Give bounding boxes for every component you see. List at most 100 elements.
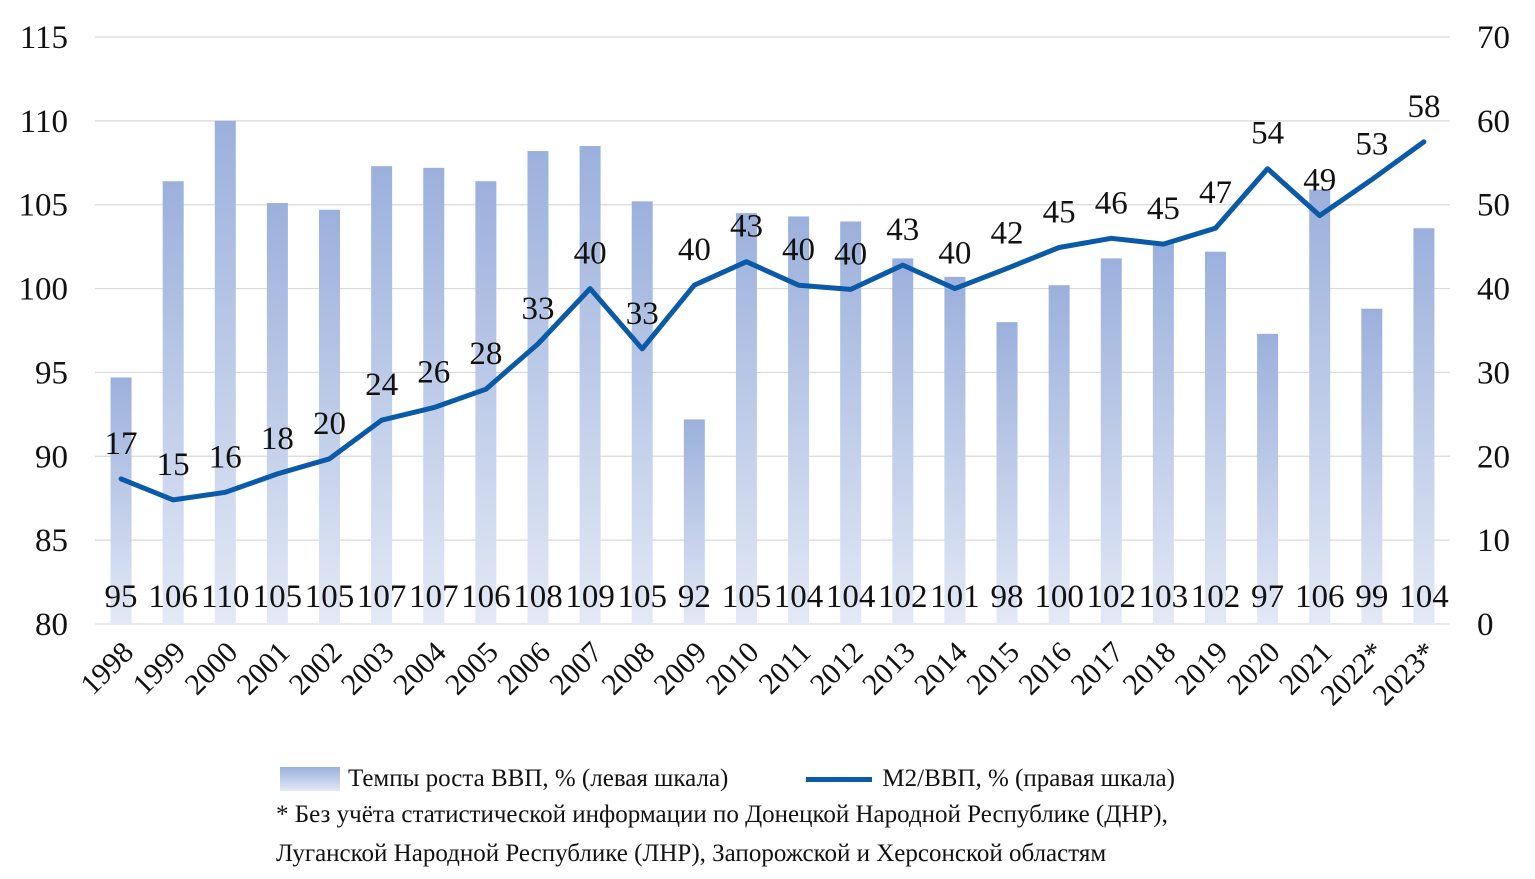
bar [579,146,601,624]
bar [788,216,810,624]
line-data-label: 43 [730,209,763,245]
y-axis-right: 0 10 20 30 40 50 60 70 [1477,20,1510,643]
bar [423,167,445,624]
line-data-label: 26 [417,355,450,391]
bar [475,181,497,624]
y-left-tick-label: 115 [20,20,68,56]
x-tick-label: 2016 [1012,636,1078,702]
bar [266,203,288,624]
y-left-tick-label: 100 [19,272,69,308]
footnote-line-1: * Без учёта статистической информации по… [276,801,1168,828]
bar [1361,308,1383,624]
bar [944,276,966,624]
bar-data-label: 102 [878,579,928,615]
bar-data-label: 99 [1355,579,1388,615]
y-left-tick-label: 90 [35,439,68,475]
bar-data-label: 92 [678,579,711,615]
line-data-label: 45 [1043,194,1076,230]
y-right-tick-label: 30 [1477,355,1510,391]
line-data-label: 40 [678,232,711,268]
bar-data-label: 105 [722,579,772,615]
x-tick-label: 2015 [960,636,1026,702]
x-tick-label: 2017 [1064,636,1130,702]
line-data-label: 24 [365,367,398,403]
x-tick-label: 2003 [335,636,401,702]
bar-data-label: 110 [201,579,249,615]
line-data-label: 58 [1407,89,1440,125]
line-data-label: 20 [313,406,346,442]
line-data-label: 28 [469,336,502,372]
bar-data-label: 105 [253,579,303,615]
y-left-tick-label: 80 [35,607,68,643]
x-tick-label: 2019 [1169,636,1235,702]
y-right-tick-label: 40 [1477,272,1510,308]
line-data-label: 15 [157,447,190,483]
bar-data-label: 107 [357,579,407,615]
y-left-tick-label: 85 [35,523,68,559]
bar [1257,333,1279,624]
x-tick-label: 2005 [439,636,505,702]
x-tick-label: 2006 [491,636,557,702]
line-data-label: 54 [1251,116,1284,152]
bar [1152,241,1174,624]
y-right-tick-label: 70 [1477,20,1510,56]
line-data-label: 46 [1095,185,1128,221]
line-data-label: 40 [834,236,867,272]
chart: 95 106 110 105 105 107 107 106 108 109 105 92 105 104… [19,20,1511,712]
bar-data-label: 95 [105,579,138,615]
bar-data-label: 105 [305,579,355,615]
bar-data-label: 101 [930,579,980,615]
bar-data-label: 103 [1139,579,1189,615]
bar-data-label: 107 [409,579,459,615]
x-tick-label: 2008 [595,636,661,702]
line-data-label: 53 [1355,127,1388,163]
x-tick-label: 2009 [648,636,714,702]
gridlines [95,36,1450,625]
bar [1413,228,1435,625]
y-left-tick-label: 95 [35,355,68,391]
x-tick-label: 1999 [126,636,192,702]
line-data-label: 40 [782,232,815,268]
line-data-label: 43 [886,212,919,248]
bar-data-label: 104 [1399,579,1449,615]
x-tick-label: 2002 [283,636,349,702]
bar-data-label: 109 [565,579,615,615]
line-data-label: 47 [1199,175,1232,211]
x-tick-label: 2004 [387,636,453,702]
bar-data-label: 98 [991,579,1024,615]
bar [840,221,862,624]
x-tick-label: 1998 [74,636,140,702]
bar [1048,285,1070,624]
y-right-tick-label: 50 [1477,188,1510,224]
y-right-tick-label: 10 [1477,523,1510,559]
bar [319,209,341,624]
line-data-labels: 17 15 16 18 20 24 26 28 33 40 33 40 43 40 40 43 40 42 45 46… [105,89,1441,483]
bar [371,166,393,624]
bar-data-label: 102 [1087,579,1137,615]
x-tick-label: 2011 [753,636,818,701]
legend-bar-swatch [280,767,340,791]
bar [1100,258,1122,624]
bar-data-label: 104 [826,579,876,615]
bar [214,120,236,624]
y-right-tick-label: 0 [1477,607,1494,643]
y-right-tick-label: 20 [1477,439,1510,475]
line-data-label: 16 [209,439,242,475]
bar-series [110,120,1435,625]
line-data-label: 42 [991,215,1024,251]
legend: Темпы роста ВВП, % (левая шкала) М2/ВВП,… [280,762,1175,796]
x-tick-label: 2012 [804,636,870,702]
x-tick-label: 2007 [543,636,609,702]
line-data-label: 40 [574,236,607,272]
x-tick-label: 2001 [231,636,297,702]
line-m2-gdp [118,139,1427,503]
x-tick-label: 2010 [700,636,766,702]
legend-bar-label: Темпы роста ВВП, % (левая шкала) [348,765,729,792]
bar [996,322,1018,624]
bar-data-labels: 95 106 110 105 105 107 107 106 108 109 105 92 105 104… [105,579,1449,615]
bar-data-label: 105 [617,579,667,615]
bar-data-label: 106 [148,579,198,615]
y-right-tick-label: 60 [1477,104,1510,140]
bar [162,181,184,624]
line-series [118,139,1427,503]
